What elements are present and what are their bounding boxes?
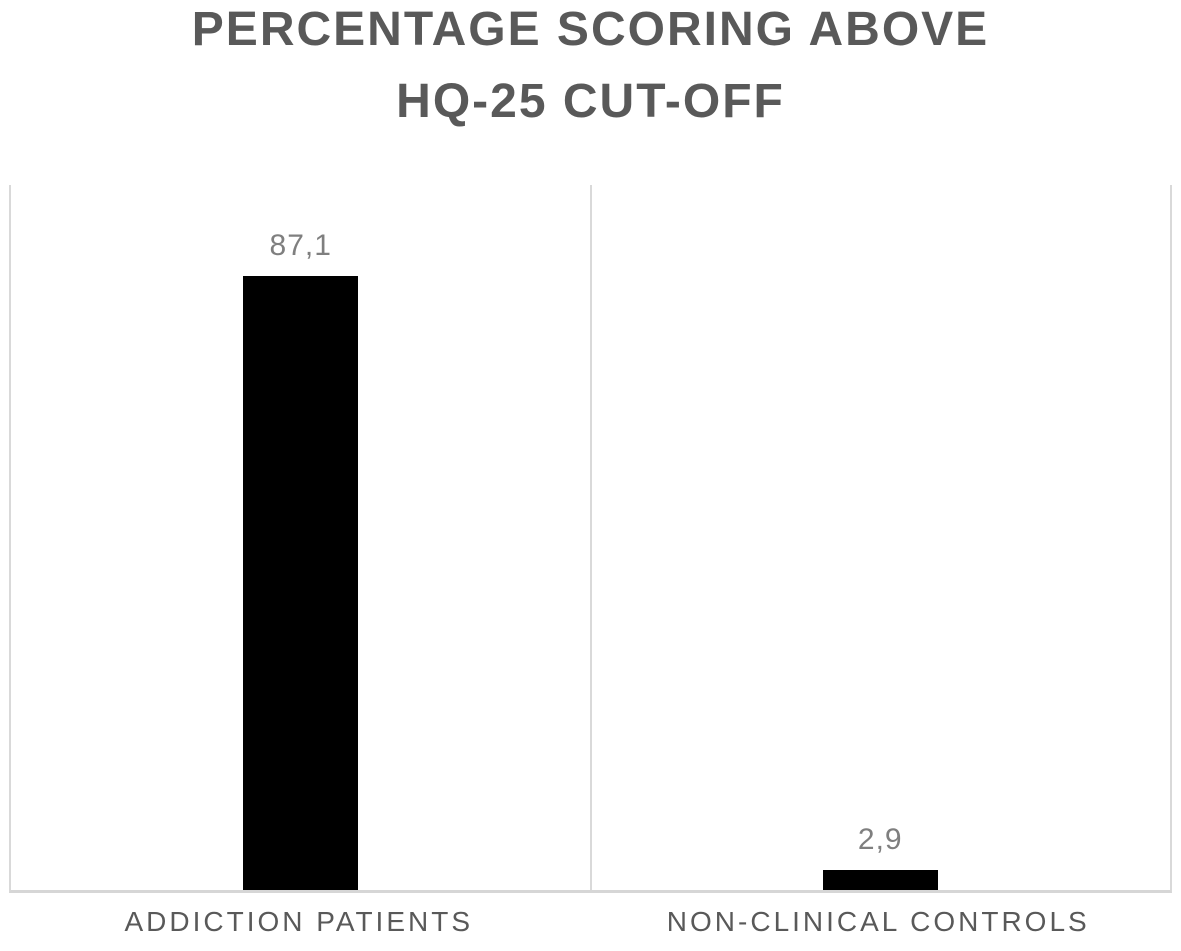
x-axis-category-labels: ADDICTION PATIENTS NON-CLINICAL CONTROLS (9, 906, 1168, 938)
plot-area: 87,1 2,9 (9, 185, 1172, 893)
bar-non-clinical-controls (822, 870, 938, 890)
category-divider-line (589, 185, 592, 890)
category-group-non-clinical-controls: 2,9 (591, 185, 1171, 890)
bar-value-label: 87,1 (269, 229, 332, 262)
chart-title: PERCENTAGE SCORING ABOVE HQ-25 CUT-OFF (0, 0, 1181, 138)
category-group-addiction-patients: 87,1 (11, 185, 591, 890)
bar-addiction-patients (243, 276, 359, 890)
category-label-addiction-patients: ADDICTION PATIENTS (124, 906, 474, 937)
category-label-non-clinical-controls: NON-CLINICAL CONTROLS (666, 906, 1090, 937)
chart-title-line-2: HQ-25 CUT-OFF (396, 75, 785, 128)
bar-value-label: 2,9 (857, 823, 903, 856)
chart-title-line-1: PERCENTAGE SCORING ABOVE (191, 3, 990, 56)
